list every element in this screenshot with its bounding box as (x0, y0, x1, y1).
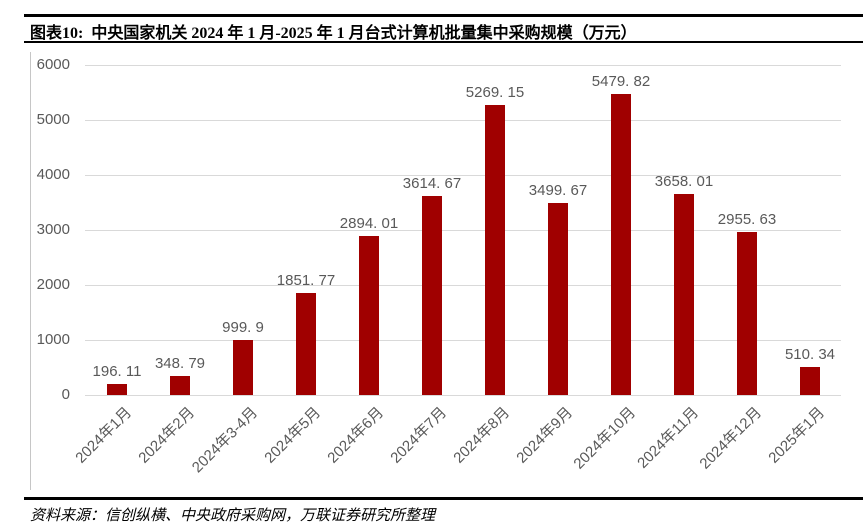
bar-value-label: 196. 11 (92, 363, 142, 380)
y-axis-tick-label: 0 (61, 386, 70, 403)
bar-value-label: 999. 9 (222, 319, 264, 336)
bar (107, 384, 127, 395)
footer-rule (24, 497, 863, 500)
gridline (85, 65, 841, 66)
gridline (85, 120, 841, 121)
gridline (85, 395, 841, 396)
x-axis-tick-label: 2024年12月 (696, 404, 766, 473)
bar-value-label: 1851. 77 (276, 272, 336, 289)
bar (296, 293, 316, 395)
y-axis-tick-label: 3000 (36, 221, 70, 238)
bar (737, 232, 757, 395)
bar (548, 203, 568, 395)
bar-value-label: 2955. 63 (717, 211, 777, 228)
bar-value-label: 2894. 01 (339, 215, 399, 232)
gridline (85, 285, 841, 286)
chart-left-border-line (30, 52, 31, 490)
bar (359, 236, 379, 395)
bar (422, 196, 442, 395)
gridline (85, 230, 841, 231)
y-axis-tick-label: 4000 (36, 166, 70, 183)
y-axis-tick-label: 5000 (36, 111, 70, 128)
gridline (85, 340, 841, 341)
bar (170, 376, 190, 395)
bar-value-label: 3499. 67 (528, 182, 588, 199)
bar-value-label: 3658. 01 (654, 173, 714, 190)
bar (674, 194, 694, 395)
gridline (85, 175, 841, 176)
bar (611, 94, 631, 395)
x-axis-tick-label: 2024年10月 (570, 404, 640, 473)
bar (485, 105, 505, 395)
bar-value-label: 510. 34 (784, 346, 836, 363)
bar (800, 367, 820, 395)
bar-value-label: 3614. 67 (402, 175, 462, 192)
bar-value-label: 5269. 15 (465, 84, 525, 101)
source-note: 资料来源：信创纵横、中央政府采购网，万联证券研究所整理 (30, 508, 436, 524)
bar-value-label: 348. 79 (154, 355, 206, 372)
y-axis-tick-label: 2000 (36, 276, 70, 293)
y-axis-tick-label: 1000 (36, 331, 70, 348)
y-axis-tick-label: 6000 (36, 56, 70, 73)
x-axis-tick-label: 2024年9月 (513, 404, 577, 467)
bar-value-label: 5479. 82 (591, 73, 651, 90)
title-top-rule (24, 14, 863, 17)
figure-title: 图表10: 中央国家机关 2024 年 1 月-2025 年 1 月台式计算机批… (30, 25, 637, 42)
title-bottom-rule (24, 41, 863, 43)
bar (233, 340, 253, 395)
x-axis-tick-label: 2025年1月 (765, 404, 829, 467)
x-axis-tick-label: 2024年11月 (634, 404, 703, 472)
